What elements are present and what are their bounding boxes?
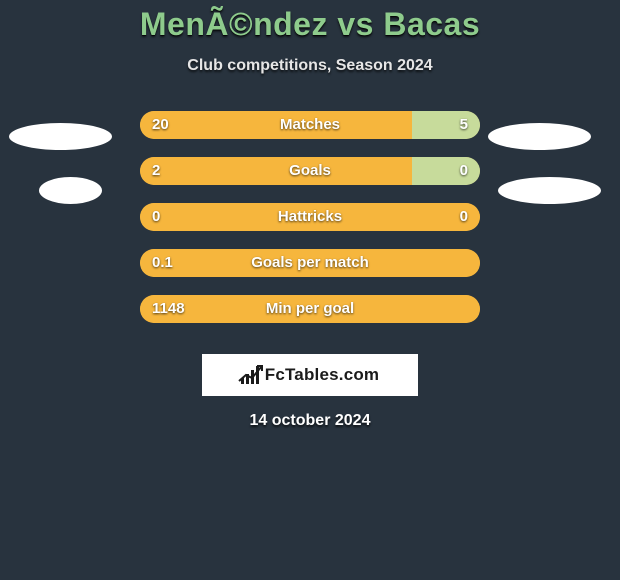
- badge-text: FcTables.com: [265, 365, 380, 385]
- p1-value: 0.1: [152, 249, 173, 277]
- stat-row: 20Goals: [140, 157, 480, 185]
- subtitle: Club competitions, Season 2024: [0, 57, 620, 75]
- decorative-ellipse: [498, 177, 601, 204]
- decorative-ellipse: [488, 123, 591, 150]
- stat-row: 205Matches: [140, 111, 480, 139]
- stat-row: 1148Min per goal: [140, 295, 480, 323]
- p1-value: 1148: [152, 295, 185, 323]
- infographic-container: MenÃ©ndez vs Bacas Club competitions, Se…: [0, 0, 620, 580]
- p1-value: 20: [152, 111, 169, 139]
- p2-bar-fill: [412, 157, 480, 185]
- p2-bar-fill: [412, 111, 480, 139]
- decorative-ellipse: [9, 123, 112, 150]
- decorative-ellipse: [39, 177, 102, 204]
- p1-bar-fill: [140, 111, 412, 139]
- page-title: MenÃ©ndez vs Bacas: [0, 6, 620, 43]
- source-badge: FcTables.com: [202, 354, 418, 396]
- date-label: 14 october 2024: [0, 412, 620, 430]
- p2-value: 0: [460, 203, 468, 231]
- stat-row: 0.1Goals per match: [140, 249, 480, 277]
- p1-bar-fill: [140, 203, 480, 231]
- p1-bar-fill: [140, 295, 480, 323]
- p2-value: 0: [460, 157, 468, 185]
- bars-group: 205Matches20Goals00Hattricks0.1Goals per…: [140, 111, 480, 341]
- p1-bar-fill: [140, 249, 480, 277]
- p1-value: 2: [152, 157, 160, 185]
- bar-chart-icon: [241, 366, 259, 384]
- p1-value: 0: [152, 203, 160, 231]
- p1-bar-fill: [140, 157, 412, 185]
- stat-row: 00Hattricks: [140, 203, 480, 231]
- p2-value: 5: [460, 111, 468, 139]
